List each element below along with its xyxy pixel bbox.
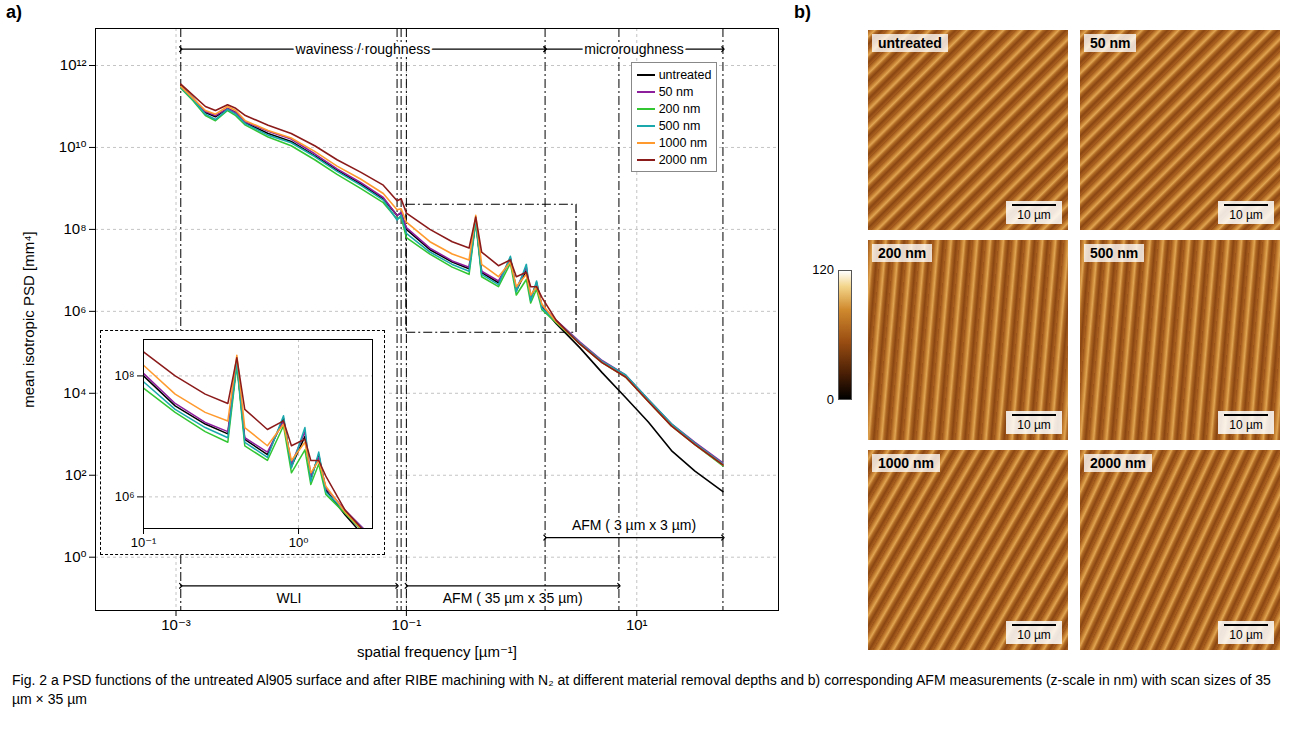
svg-text:10⁴: 10⁴ <box>63 384 86 401</box>
svg-text:10⁶: 10⁶ <box>64 302 87 319</box>
svg-text:10⁰: 10⁰ <box>64 548 87 565</box>
svg-text:microroughness: microroughness <box>584 41 684 57</box>
html-text:2000 nm: 2000 nm <box>1090 455 1146 471</box>
svg-text:10¹: 10¹ <box>626 616 648 633</box>
svg-text:10⁻³: 10⁻³ <box>161 616 191 633</box>
html-text:10 µm: 10 µm <box>1229 628 1263 642</box>
svg-text:10¹⁰: 10¹⁰ <box>59 138 87 155</box>
svg-text:10⁸: 10⁸ <box>115 368 135 383</box>
html-text:untreated: untreated <box>658 67 712 82</box>
svg-text:10⁸: 10⁸ <box>63 220 86 237</box>
html-text:200 nm: 200 nm <box>878 245 927 261</box>
html-text:10 µm: 10 µm <box>1017 628 1051 642</box>
html-text:Fig. 2 a PSD functions of the: Fig. 2 a PSD functions of the untreated … <box>12 672 1271 707</box>
html-text:50 nm: 50 nm <box>1090 35 1131 51</box>
html-text:a): a) <box>6 2 22 22</box>
svg-text:mean isotropic PSD [mm⁴]: mean isotropic PSD [mm⁴] <box>20 231 37 408</box>
html-text:10 µm: 10 µm <box>1229 208 1263 222</box>
svg-text:spatial frequency [µm⁻¹]: spatial frequency [µm⁻¹] <box>357 643 517 660</box>
svg-text:10²: 10² <box>65 466 87 483</box>
html-text:0: 0 <box>826 392 834 407</box>
svg-text:10⁻¹: 10⁻¹ <box>131 535 157 550</box>
html-text:b): b) <box>794 2 811 22</box>
html-text:10 µm: 10 µm <box>1017 418 1051 432</box>
html-text:10 µm: 10 µm <box>1229 418 1263 432</box>
svg-text:AFM ( 35 µm x 35 µm): AFM ( 35 µm x 35 µm) <box>443 590 583 606</box>
svg-text:10⁰: 10⁰ <box>289 535 309 550</box>
html-text:2000 nm: 2000 nm <box>658 152 708 167</box>
html-text:untreated: untreated <box>878 35 942 51</box>
html-text:500 nm: 500 nm <box>658 118 701 133</box>
html-text:200 nm: 200 nm <box>658 101 701 116</box>
html-text:1000 nm: 1000 nm <box>658 135 708 150</box>
svg-text:waviness / roughness: waviness / roughness <box>295 41 431 57</box>
html-text:50 nm: 50 nm <box>658 84 694 99</box>
html-text:1000 nm: 1000 nm <box>878 455 934 471</box>
html-text:500 nm: 500 nm <box>1090 245 1139 261</box>
svg-text:10⁶: 10⁶ <box>115 489 135 504</box>
svg-text:10¹²: 10¹² <box>60 56 87 73</box>
html-text:120: 120 <box>812 262 834 277</box>
html-text:10 µm: 10 µm <box>1017 208 1051 222</box>
svg-text:AFM ( 3 µm x 3 µm): AFM ( 3 µm x 3 µm) <box>572 517 696 533</box>
svg-text:10⁻¹: 10⁻¹ <box>392 616 422 633</box>
svg-text:WLI: WLI <box>276 590 301 606</box>
